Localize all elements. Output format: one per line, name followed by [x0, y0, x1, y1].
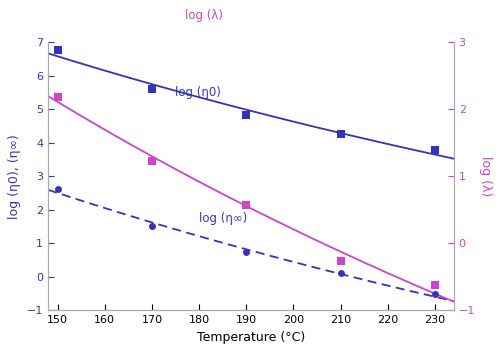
Y-axis label: log (λ): log (λ): [478, 156, 492, 196]
X-axis label: Temperature (°C): Temperature (°C): [197, 331, 305, 344]
Y-axis label: log (η0), (η∞): log (η0), (η∞): [8, 134, 22, 219]
Text: log (λ): log (λ): [185, 8, 223, 21]
Text: log (η0): log (η0): [176, 86, 222, 99]
Text: log (η∞): log (η∞): [199, 212, 248, 225]
